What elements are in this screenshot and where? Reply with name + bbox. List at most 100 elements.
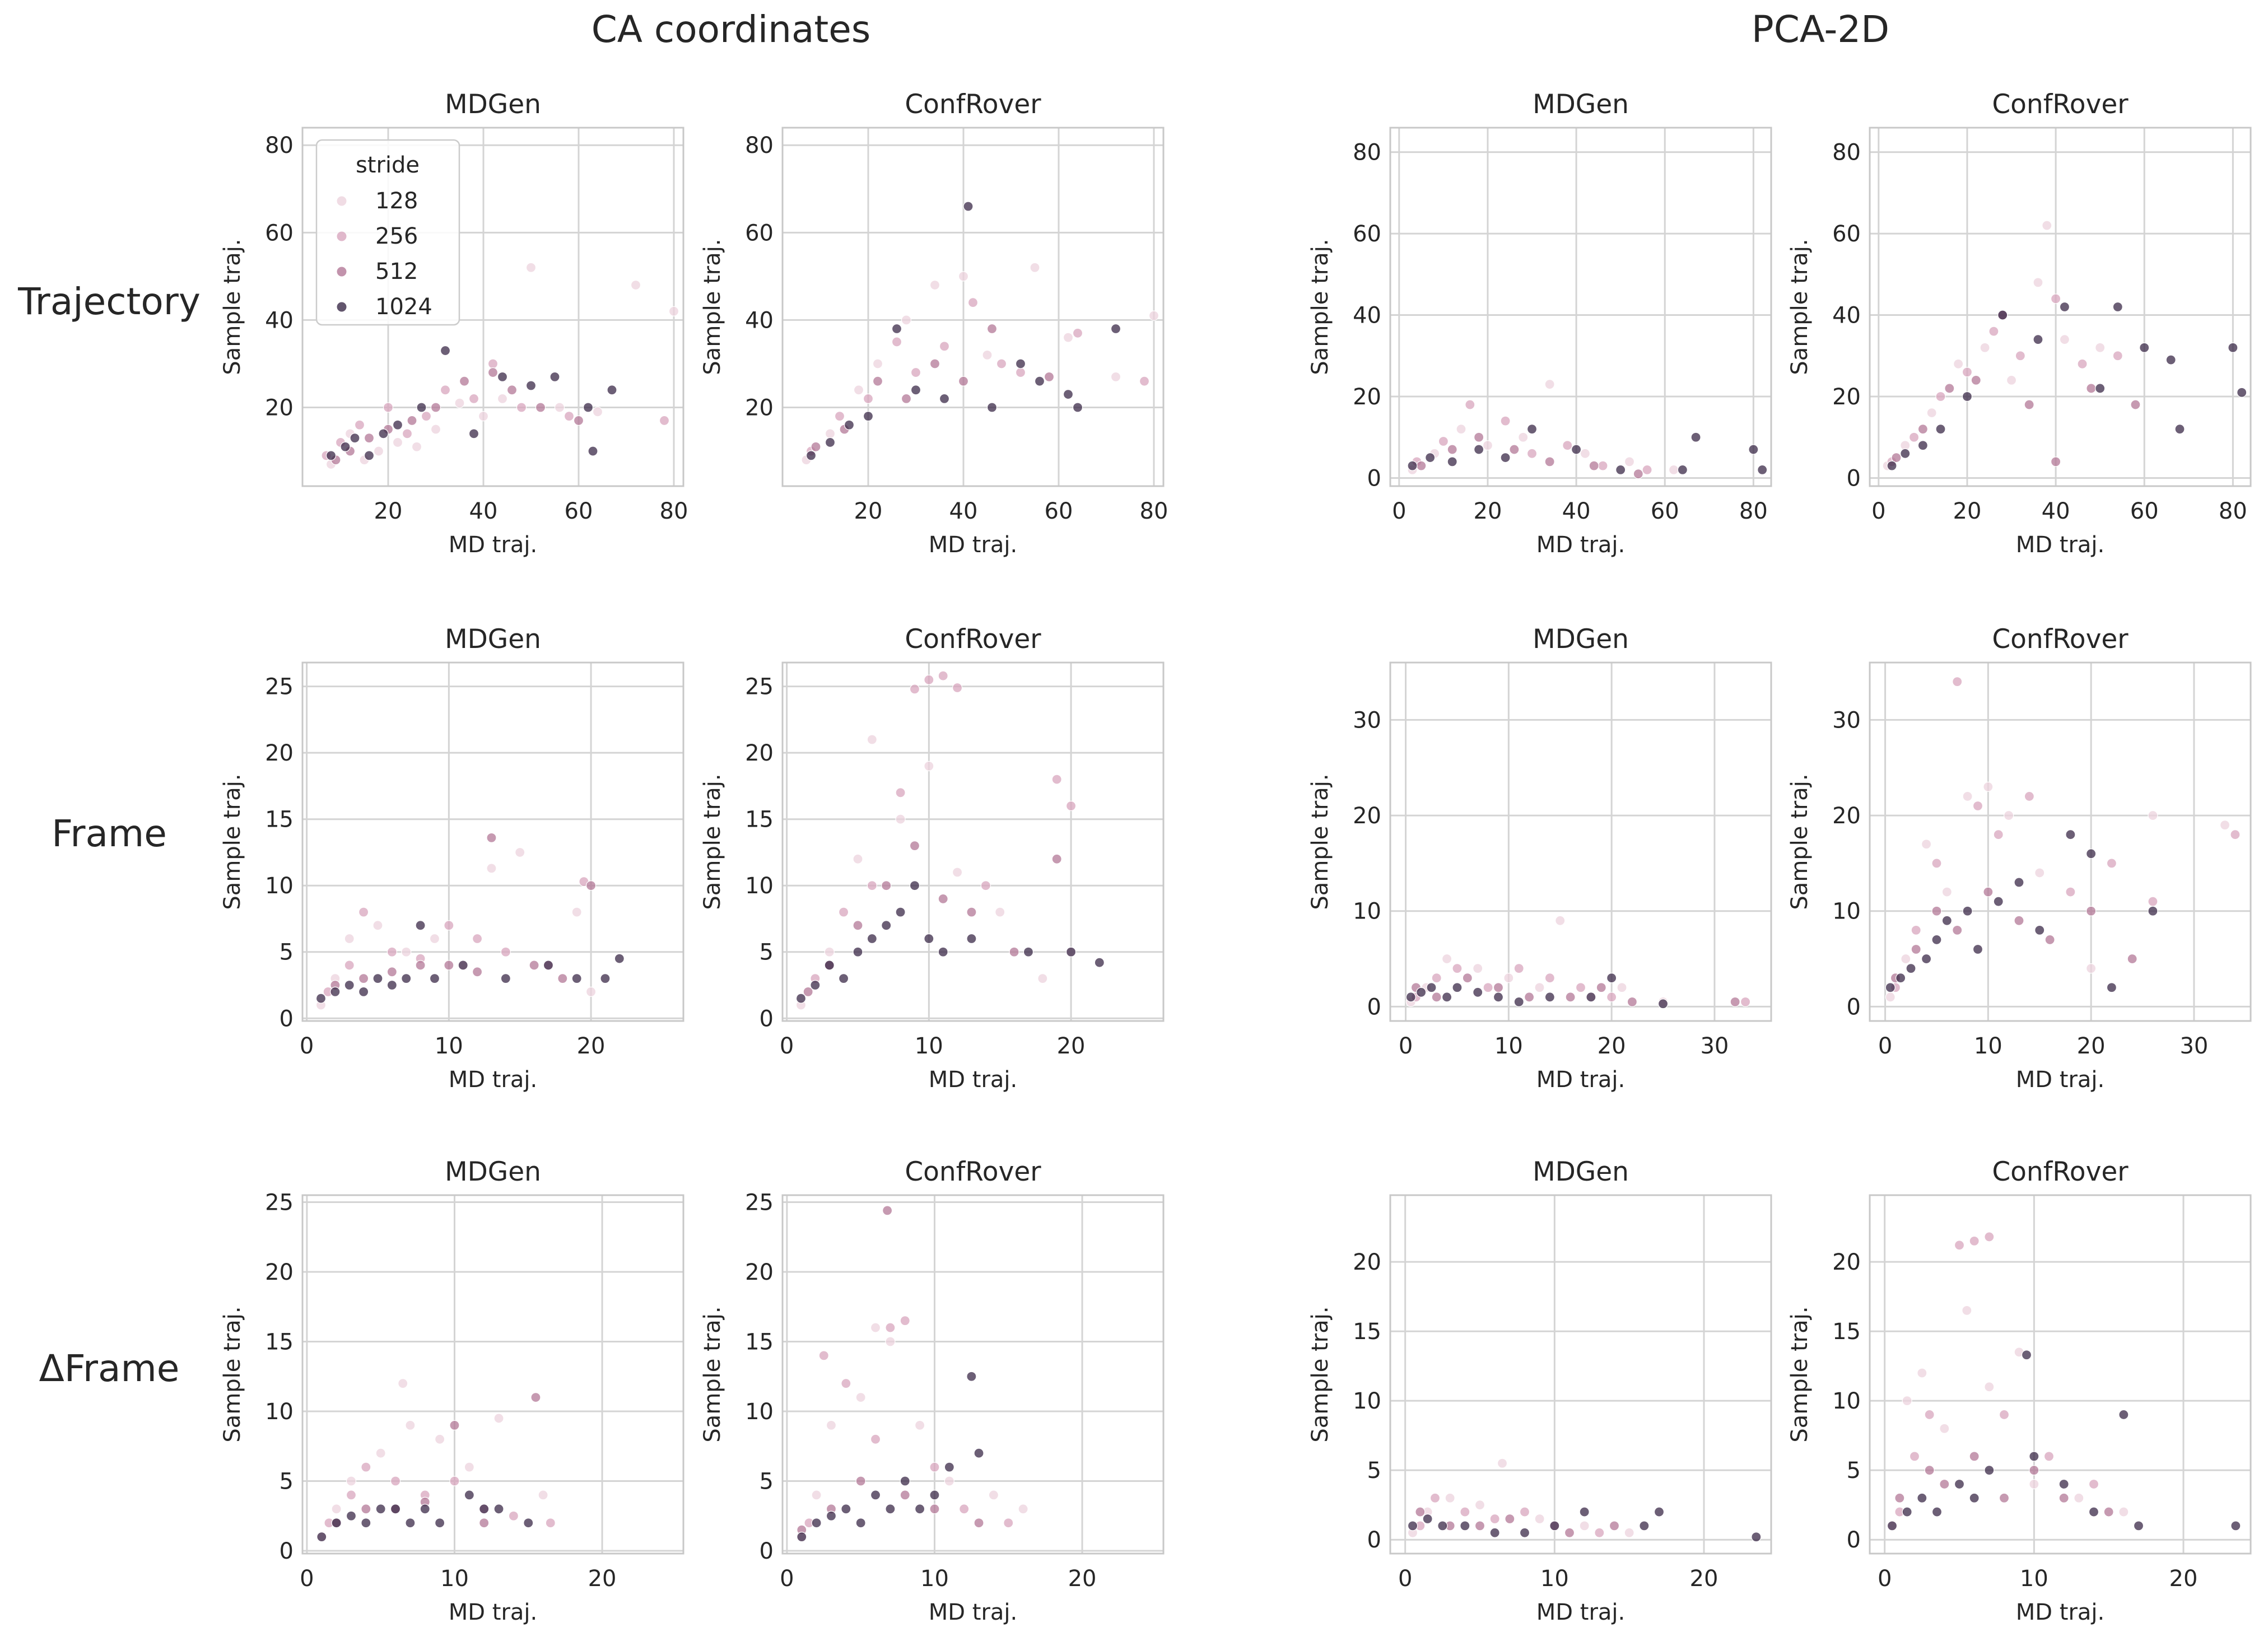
data-point-stride-1024 <box>1034 376 1045 386</box>
x-tick-label: 60 <box>1651 498 1679 524</box>
data-point-stride-128 <box>1544 379 1555 390</box>
data-point-stride-512 <box>530 1392 541 1403</box>
data-point-stride-256 <box>2015 351 2025 361</box>
data-point-stride-1024 <box>2228 342 2238 353</box>
y-axis-label: Sample traj. <box>700 1306 725 1442</box>
data-point-stride-128 <box>430 424 441 435</box>
data-point-stride-128 <box>478 411 489 422</box>
data-point-stride-128 <box>2219 820 2230 831</box>
data-point-stride-1024 <box>1422 1513 1433 1524</box>
data-point-stride-256 <box>1051 774 1062 785</box>
y-tick-label: 0 <box>280 1538 294 1564</box>
data-point-stride-256 <box>939 341 950 352</box>
x-tick-label: 0 <box>1871 498 1885 524</box>
x-tick-label: 40 <box>1562 498 1591 524</box>
data-point-stride-512 <box>1564 1527 1575 1538</box>
row-label-delta-frame: ΔFrame <box>39 1347 180 1390</box>
data-point-stride-1024 <box>841 1504 851 1514</box>
data-point-stride-512 <box>2050 456 2061 467</box>
data-point-stride-128 <box>1939 1423 1950 1434</box>
subplot-title: MDGen <box>1533 1157 1629 1187</box>
data-point-stride-1024 <box>1887 460 1897 471</box>
x-tick-label: 20 <box>2077 1033 2106 1059</box>
x-axis-label: MD traj. <box>1536 1600 1626 1625</box>
data-point-stride-512 <box>900 1490 910 1500</box>
data-point-stride-128 <box>373 446 384 456</box>
data-point-stride-1024 <box>2088 1507 2099 1517</box>
data-point-stride-1024 <box>1110 323 1121 334</box>
data-point-stride-256 <box>929 1462 940 1472</box>
x-tick-label: 0 <box>1878 1033 1892 1059</box>
y-axis-label: Sample traj. <box>1307 239 1333 375</box>
data-point-stride-128 <box>538 1490 548 1500</box>
y-axis-label: Sample traj. <box>1787 239 1813 375</box>
x-tick-label: 60 <box>565 498 593 524</box>
data-point-stride-512 <box>855 1476 866 1486</box>
data-point-stride-1024 <box>1657 999 1669 1009</box>
data-point-stride-1024 <box>824 960 835 971</box>
data-point-stride-1024 <box>870 1490 881 1500</box>
axes-frame <box>301 1194 684 1555</box>
data-point-stride-256 <box>508 1510 519 1521</box>
data-point-stride-512 <box>1462 973 1473 983</box>
data-point-stride-512 <box>459 376 470 386</box>
data-point-stride-1024 <box>1015 358 1026 369</box>
data-point-stride-256 <box>1988 326 1999 337</box>
data-point-stride-1024 <box>1500 452 1511 463</box>
data-point-stride-1024 <box>805 450 817 461</box>
data-point-stride-256 <box>1984 1232 1995 1242</box>
data-point-stride-1024 <box>440 345 451 356</box>
data-point-stride-128 <box>1474 1500 1485 1510</box>
data-point-stride-512 <box>881 880 892 891</box>
data-point-stride-256 <box>2112 351 2123 361</box>
x-axis-label: MD traj. <box>2016 1067 2105 1093</box>
data-point-stride-512 <box>573 415 584 426</box>
data-point-stride-1024 <box>1921 953 1932 964</box>
data-point-stride-1024 <box>390 1504 401 1514</box>
data-point-stride-1024 <box>2014 877 2024 888</box>
data-point-stride-128 <box>1579 1521 1590 1531</box>
data-point-stride-512 <box>1565 992 1576 1002</box>
data-point-stride-1024 <box>966 933 977 944</box>
data-point-stride-512 <box>487 367 499 378</box>
data-point-stride-1024 <box>1023 946 1034 957</box>
data-point-stride-256 <box>1015 367 1026 378</box>
data-point-stride-1024 <box>924 933 934 944</box>
data-point-stride-256 <box>834 411 845 422</box>
axes-frame <box>781 127 1165 487</box>
y-tick-label: 20 <box>265 740 294 766</box>
y-tick-label: 10 <box>745 1399 774 1425</box>
y-tick-label: 0 <box>1367 994 1381 1020</box>
data-point-stride-128 <box>401 946 412 957</box>
y-tick-label: 60 <box>1353 221 1381 247</box>
data-point-stride-1024 <box>416 402 427 413</box>
data-point-stride-512 <box>974 1518 984 1528</box>
data-point-stride-128 <box>1941 887 1952 897</box>
data-point-stride-128 <box>1441 953 1452 964</box>
data-point-stride-512 <box>1415 1507 1426 1517</box>
x-tick-label: 80 <box>660 498 688 524</box>
data-point-stride-1024 <box>1885 982 1896 993</box>
data-point-stride-256 <box>1429 1493 1441 1503</box>
data-point-stride-1024 <box>1571 444 1582 455</box>
data-point-stride-1024 <box>1425 452 1436 463</box>
data-point-stride-512 <box>472 967 483 977</box>
data-point-stride-128 <box>2095 342 2106 353</box>
data-point-stride-512 <box>1447 444 1457 455</box>
y-tick-label: 15 <box>1353 1319 1381 1345</box>
data-point-stride-1024 <box>1906 963 1916 974</box>
data-point-stride-256 <box>1072 328 1083 338</box>
subplot-title: ConfRover <box>905 624 1041 655</box>
data-point-stride-128 <box>824 946 835 957</box>
data-point-stride-1024 <box>346 1510 357 1521</box>
data-point-stride-1024 <box>350 433 360 444</box>
data-point-stride-1024 <box>315 993 327 1004</box>
data-point-stride-128 <box>2118 1507 2129 1517</box>
x-axis-label: MD traj. <box>929 1600 1018 1625</box>
data-point-stride-256 <box>1594 1527 1605 1538</box>
y-axis-label: Sample traj. <box>1787 1306 1813 1442</box>
data-point-stride-512 <box>1596 982 1606 993</box>
data-point-stride-1024 <box>795 993 807 1004</box>
data-point-stride-256 <box>1952 677 1963 687</box>
